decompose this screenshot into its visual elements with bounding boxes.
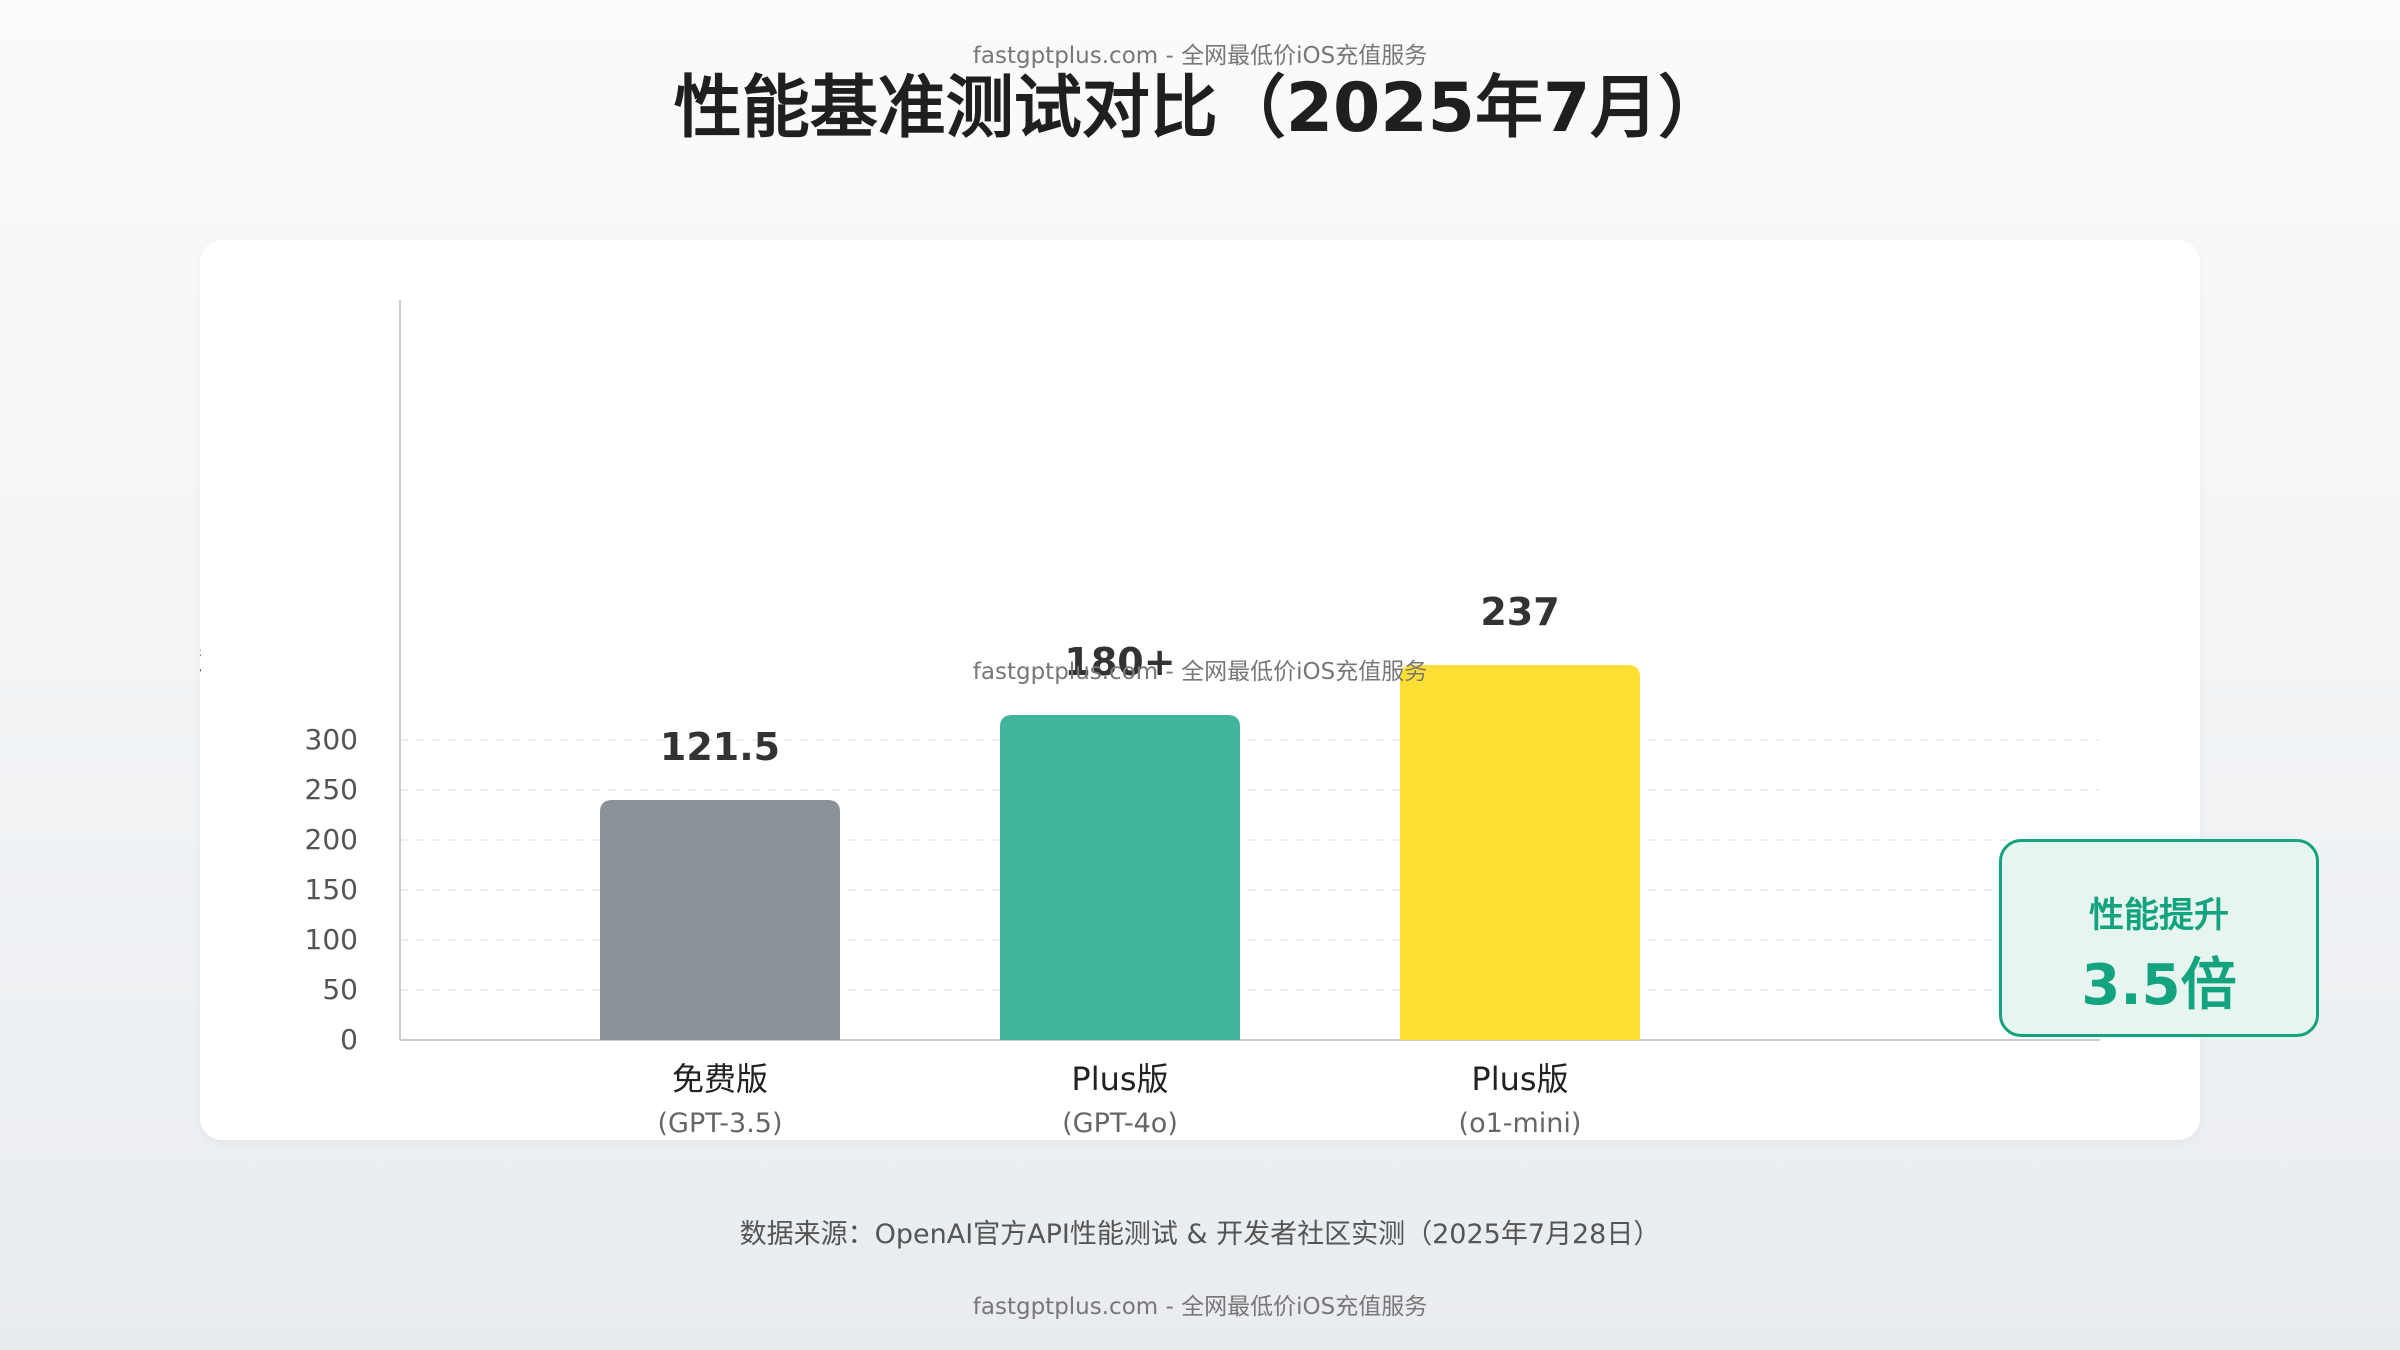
data-source-note: 数据来源：OpenAI官方API性能测试 & 开发者社区实测（2025年7月28…: [739, 1219, 1661, 1250]
bar-3: [1400, 665, 1640, 1040]
x-category-label: Plus版: [1071, 1060, 1168, 1098]
page-title: 性能基准测试对比（2025年7月）: [673, 69, 1727, 148]
boost-value: 3.5倍: [2081, 953, 2237, 1018]
y-tick-label: 250: [305, 773, 358, 806]
bar-1: [600, 800, 840, 1040]
chart-card: 0 50 100 150 200 250 300 Tokens/秒 121.5 免费版 (GPT-3…: [200, 240, 2319, 1140]
y-tick-label: 50: [322, 973, 358, 1006]
y-tick-label: 300: [305, 723, 358, 756]
y-tick-label: 100: [305, 923, 358, 956]
x-subcategory-label: (GPT-3.5): [658, 1108, 783, 1139]
y-axis-label: Tokens/秒: [200, 634, 205, 767]
bar-value-label: 237: [1480, 590, 1559, 634]
y-tick-label: 200: [305, 823, 358, 856]
x-subcategory-label: (GPT-4o): [1062, 1108, 1178, 1139]
bar-value-label: 180+: [1064, 640, 1175, 684]
watermark-bottom: fastgptplus.com - 全网最低价iOS充值服务: [972, 1294, 1428, 1320]
bar-2: [1000, 715, 1240, 1040]
bar-chart: 0 50 100 150 200 250 300 Tokens/秒 121.5 免费版 (GPT-3…: [200, 300, 2100, 1139]
y-tick-label: 0: [340, 1023, 358, 1056]
y-tick-label: 150: [305, 873, 358, 906]
bar-value-label: 121.5: [660, 725, 780, 769]
watermark-top: fastgptplus.com - 全网最低价iOS充值服务: [972, 43, 1428, 69]
x-subcategory-label: (o1-mini): [1459, 1108, 1582, 1139]
boost-label: 性能提升: [2088, 896, 2229, 936]
x-category-label: Plus版: [1471, 1060, 1568, 1098]
x-category-label: 免费版: [672, 1060, 768, 1098]
watermark-center: fastgptplus.com - 全网最低价iOS充值服务: [972, 659, 1428, 685]
performance-boost-badge: 性能提升 3.5倍: [1999, 839, 2319, 1037]
